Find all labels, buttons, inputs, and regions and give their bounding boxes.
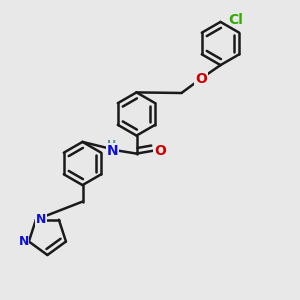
Text: N: N (36, 213, 46, 226)
Text: O: O (195, 72, 207, 86)
Text: O: O (154, 144, 166, 158)
Text: N: N (19, 235, 29, 248)
Text: H: H (107, 140, 116, 150)
Text: N: N (106, 144, 118, 158)
Text: Cl: Cl (228, 14, 243, 27)
